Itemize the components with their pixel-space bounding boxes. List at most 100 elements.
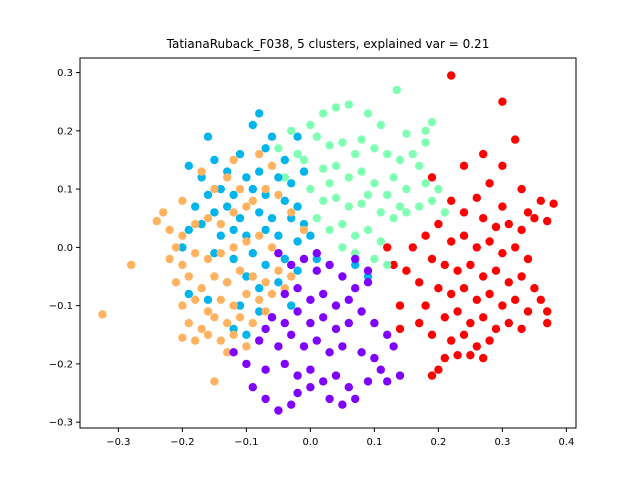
scatter-point-c0-60	[517, 324, 526, 334]
scatter-point-c0-37	[491, 266, 501, 275]
scatter-point-c2-59	[178, 243, 187, 252]
scatter-point-c1-27	[402, 184, 411, 194]
scatter-point-c3-51	[229, 330, 238, 339]
scatter-point-c0-31	[408, 243, 417, 252]
scatter-point-c0-29	[511, 243, 520, 252]
scatter-point-c3-67	[197, 167, 206, 176]
scatter-point-c3-35	[229, 301, 238, 310]
scatter-point-c0-40	[530, 284, 539, 293]
scatter-point-c4-1	[287, 260, 296, 270]
scatter-point-c0-28	[498, 249, 507, 258]
x-tick-label: −0.1	[234, 437, 258, 448]
scatter-point-c2-21	[280, 196, 289, 205]
scatter-point-c3-17	[229, 243, 238, 252]
scatter-point-c2-51	[235, 301, 245, 310]
scatter-point-c4-20	[331, 324, 341, 334]
scatter-point-c3-60	[274, 190, 283, 200]
scatter-point-c1-40	[312, 214, 321, 223]
scatter-point-c0-44	[447, 289, 456, 299]
scatter-point-c1-2	[319, 109, 328, 118]
scatter-point-c2-28	[267, 214, 277, 223]
scatter-point-c0-73	[415, 318, 424, 328]
scatter-point-c3-34	[216, 295, 225, 304]
scatter-point-c1-31	[319, 196, 328, 205]
scatter-point-c2-11	[223, 167, 232, 176]
scatter-point-c3-26	[235, 266, 245, 275]
scatter-point-c1-58	[421, 138, 430, 147]
scatter-point-c1-52	[280, 173, 289, 182]
scatter-point-c2-62	[299, 167, 309, 176]
scatter-point-c0-36	[479, 272, 488, 281]
scatter-point-c2-9	[280, 155, 289, 165]
scatter-point-c0-74	[383, 243, 392, 252]
scatter-point-c1-41	[325, 225, 334, 235]
scatter-point-c0-46	[472, 295, 481, 304]
scatter-point-c2-22	[293, 202, 302, 211]
scatter-point-c4-36	[306, 365, 315, 374]
scatter-point-c0-66	[440, 353, 449, 363]
scatter-point-c4-48	[274, 406, 283, 415]
scatter-point-c3-42	[210, 313, 219, 322]
scatter-point-c2-46	[312, 254, 321, 264]
scatter-point-c4-49	[261, 394, 270, 404]
scatter-point-c4-59	[312, 249, 321, 258]
scatter-point-c4-2	[299, 254, 309, 264]
scatter-point-c4-9	[293, 284, 302, 293]
scatter-point-c0-42	[415, 278, 424, 287]
scatter-point-c0-16	[479, 214, 488, 223]
scatter-point-c0-68	[466, 351, 475, 360]
scatter-point-c1-8	[402, 129, 411, 138]
scatter-point-c3-59	[261, 184, 270, 194]
scatter-point-c3-22	[184, 272, 193, 281]
x-tick-label: −0.2	[170, 437, 194, 448]
scatter-point-c4-39	[344, 383, 353, 392]
scatter-point-c4-55	[389, 342, 398, 351]
scatter-point-c0-9	[536, 196, 545, 205]
scatter-point-c1-54	[383, 190, 392, 200]
scatter-point-c4-27	[299, 342, 309, 351]
scatter-point-c2-16	[203, 190, 213, 200]
scatter-point-c1-42	[338, 219, 347, 229]
scatter-point-c3-37	[255, 295, 264, 304]
scatter-point-c2-39	[306, 231, 315, 240]
scatter-point-c2-13	[255, 167, 264, 176]
scatter-point-c2-2	[248, 120, 257, 130]
scatter-point-c0-35	[466, 260, 475, 270]
scatter-point-c0-41	[402, 266, 411, 275]
scatter-point-c4-17	[293, 307, 302, 316]
scatter-point-c3-47	[178, 333, 187, 342]
scatter-point-c1-48	[370, 254, 379, 264]
scatter-point-c4-30	[338, 342, 347, 351]
scatter-point-c1-37	[402, 208, 411, 217]
scatter-point-c4-50	[248, 383, 257, 392]
scatter-point-c0-70	[434, 365, 443, 374]
scatter-point-c3-15	[203, 254, 213, 264]
scatter-point-c1-3	[331, 103, 341, 112]
scatter-point-c1-23	[344, 173, 353, 182]
x-tick-label: 0.3	[494, 437, 510, 448]
scatter-point-c0-6	[459, 161, 469, 170]
scatter-point-c4-58	[261, 324, 270, 334]
scatter-point-c1-38	[415, 202, 424, 211]
scatter-point-c3-55	[229, 155, 238, 165]
scatter-point-c1-6	[392, 85, 401, 95]
scatter-point-c3-39	[280, 284, 289, 293]
scatter-point-c4-4	[325, 260, 334, 270]
scatter-point-c3-21	[171, 278, 181, 287]
scatter-point-c0-1	[498, 97, 507, 106]
scatter-point-c3-57	[235, 184, 245, 194]
scatter-point-c3-14	[191, 249, 200, 258]
scatter-point-c0-67	[453, 351, 462, 360]
scatter-point-c1-45	[376, 237, 385, 246]
y-axis: −0.3 −0.2 −0.1 0.0 0.1 0.2 0.3	[49, 68, 80, 429]
scatter-point-c3-13	[178, 260, 187, 270]
scatter-point-c4-18	[306, 318, 315, 328]
scatter-point-c3-29	[274, 266, 283, 275]
scatter-point-c0-33	[440, 260, 449, 270]
scatter-point-c2-54	[287, 301, 296, 310]
scatter-point-c2-31	[184, 225, 193, 235]
scatter-point-c2-57	[184, 289, 193, 299]
scatter-point-c4-15	[267, 313, 277, 322]
scatter-point-c2-12	[242, 173, 251, 182]
